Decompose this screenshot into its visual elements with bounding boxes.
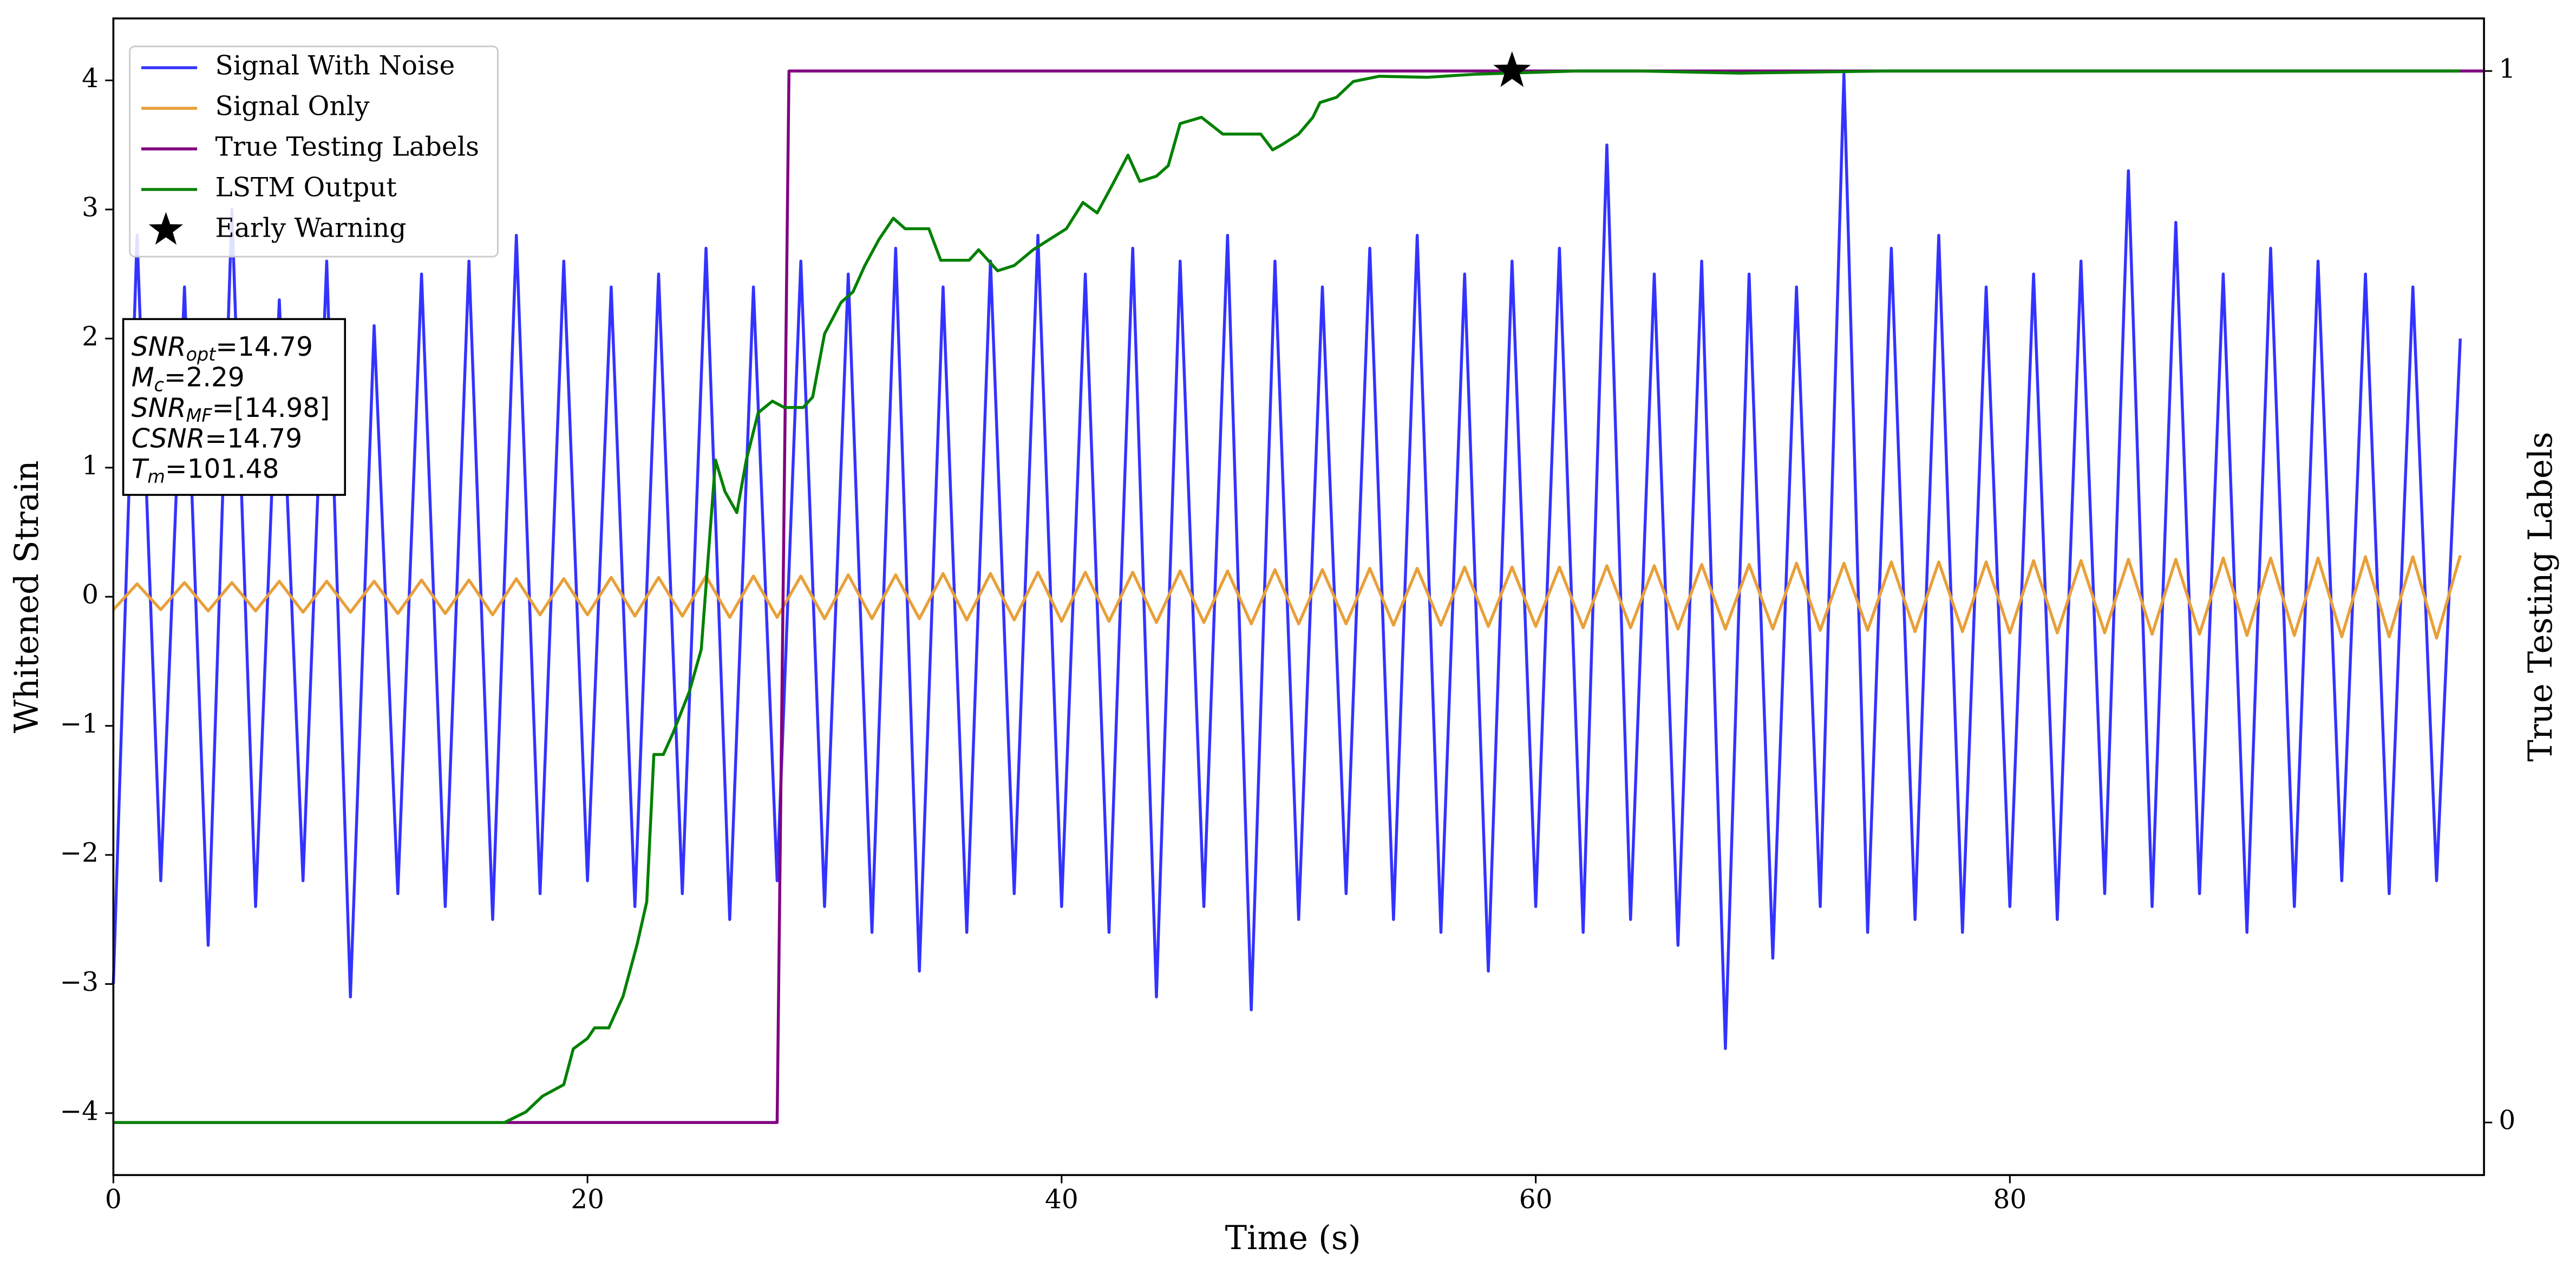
legend-label: True Testing Labels [215,132,480,162]
annotation-symbol: T [132,454,149,485]
legend-label: Early Warning [215,213,407,243]
annotation-line: SNRopt=14.79 [132,332,313,365]
series-line [113,69,2461,1124]
legend-label: Signal Only [215,92,370,122]
x-tick-label: 80 [1993,1184,2026,1214]
y-tick-label: 4 [82,63,99,94]
x-axis-label: Time (s) [1225,1219,1361,1257]
annotation-value: =[14.98] [212,393,330,423]
series-line [112,555,2462,640]
annotation-subscript: c [154,374,164,395]
legend-label: Signal With Noise [215,51,455,81]
y-tick-label: −1 [60,709,99,739]
annotation-box [122,318,346,496]
x-tick-label: 0 [105,1184,122,1214]
annotation-line: CSNR=14.79 [132,423,302,454]
annotation-symbol: CSNR [132,423,205,454]
y2-axis-label: True Testing Labels [2522,432,2560,762]
early-warning-marker [1493,51,1531,87]
legend-box [129,45,499,258]
annotation-line: Mc=2.29 [132,362,245,395]
y-tick-label: 1 [82,450,99,481]
annotation-subscript: opt [186,344,217,365]
annotation-symbol: SNR [132,393,186,423]
y-tick-label: 3 [82,192,99,223]
annotation-value: =2.29 [164,362,245,393]
annotation-line: Tm=101.48 [132,454,279,487]
annotation-value: =14.79 [205,423,302,454]
series-line [112,72,2462,1050]
legend-label: LSTM Output [215,172,397,202]
annotation-value: =101.48 [165,454,279,485]
y-tick-label: −2 [60,838,99,868]
y-tick-label: 2 [82,322,99,352]
y-tick-label: −3 [60,967,99,997]
y-tick-label: 0 [82,580,99,610]
x-tick-label: 40 [1045,1184,1078,1214]
y-axis-label: Whitened Strain [8,460,46,733]
x-tick-label: 60 [1519,1184,1553,1214]
plot-area [112,51,2485,1124]
legend-marker [148,212,184,245]
annotation-subscript: m [147,466,165,487]
annotation-value: =14.79 [215,332,313,362]
y-tick-label: −4 [60,1096,99,1126]
annotation-symbol: SNR [132,332,186,362]
x-tick-label: 20 [571,1184,604,1214]
annotation-subscript: MF [186,404,213,426]
annotation-line: SNRMF=[14.98] [132,393,330,426]
y2-tick-label: 0 [2499,1106,2515,1136]
annotation-symbol: M [132,362,154,393]
y2-tick-label: 1 [2499,54,2515,84]
